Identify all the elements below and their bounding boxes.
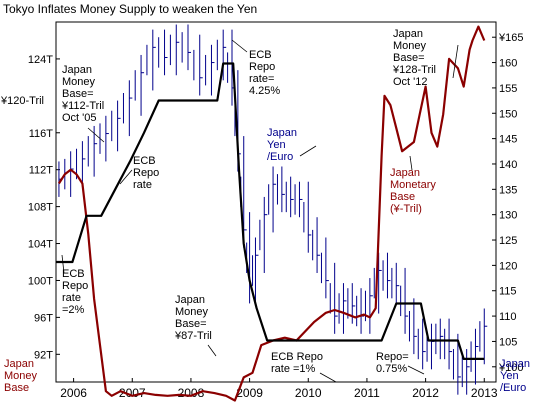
annotation-8-leader-0 <box>319 372 337 383</box>
annotation-1-line-2: rate= <box>249 73 274 85</box>
right-tick-label-6: 135 <box>499 184 517 196</box>
annotation-4-leader-0 <box>299 145 317 157</box>
right-tick-label-0: ¥165 <box>498 32 523 44</box>
annotation-9-line-1: 0.75% <box>376 363 407 375</box>
x-tick-label-2009: 2009 <box>236 386 263 400</box>
x-tick-label-2008: 2008 <box>178 386 205 400</box>
annotation-6-line-3: =2% <box>62 304 85 316</box>
annotation-2-line-4: Oct '12 <box>393 76 428 88</box>
annotation-2-line-2: Base= <box>393 52 425 64</box>
series-layer <box>56 25 486 402</box>
annotation-7-line-0: Japan <box>175 294 205 306</box>
right-tick-label-13: ¥100 <box>498 362 523 374</box>
annotation-0-leader-0 <box>87 127 105 143</box>
annotation-5-line-3: (¥-Tril) <box>390 203 422 215</box>
left-tick-label-2: 112T <box>29 165 54 177</box>
annotation-1-line-3: 4.25% <box>249 85 280 97</box>
annotation-1-leader-0 <box>231 39 248 53</box>
annotation-5-line-0: Japan <box>390 167 420 179</box>
right-tick-label-3: 150 <box>499 108 517 120</box>
annotation-2-line-0: Japan <box>393 28 423 40</box>
yen-euro-layer <box>58 24 488 395</box>
annotation-7-line-2: Base= <box>175 318 207 330</box>
annotation-3-line-0: ECB <box>133 155 156 167</box>
annotation-5-line-1: Monetary <box>390 179 436 191</box>
annotation-7-line-1: Money <box>175 306 209 318</box>
left-tick-label-6: 96T <box>34 312 53 324</box>
chart-title: Tokyo Inflates Money Supply to weaken th… <box>3 2 257 16</box>
x-tick-label-2012: 2012 <box>412 386 439 400</box>
annotation-0-line-1: Money <box>62 76 96 88</box>
annotation-0-line-2: Base= <box>62 88 94 100</box>
annotation-6-line-0: ECB <box>62 268 85 280</box>
annotation-8-line-1: rate =1% <box>271 363 316 375</box>
annotation-2-leader-0 <box>452 44 459 79</box>
annotation-0-line-0: Japan <box>62 64 92 76</box>
annotation-2-line-3: ¥128-Tril <box>392 64 436 76</box>
annotation-6-leader-0 <box>61 254 65 274</box>
annotation-4-line-2: /Euro <box>267 151 293 163</box>
annotation-4-line-0: Japan <box>267 127 297 139</box>
annotation-4-line-1: Yen <box>267 139 286 151</box>
tick-layer: 2006 2007 2008 2009 2010 2011 2012 2013 124T 116T… <box>28 32 524 400</box>
left-tick-label-5: 100T <box>28 275 53 287</box>
right-axis-label-line-1: Yen <box>500 370 519 382</box>
x-tick-label-2013: 2013 <box>471 386 498 400</box>
right-tick-label-7: 130 <box>499 210 517 222</box>
left-tick-label-7: 92T <box>34 349 53 361</box>
left-tick-label-3: 108T <box>28 202 53 214</box>
right-tick-label-11: 110 <box>499 311 517 323</box>
left-axis-label: ¥120-Tril <box>0 95 44 107</box>
ecb-repo-line <box>56 62 485 360</box>
annotation-10-line-1: Money <box>4 370 38 382</box>
plot-frame <box>55 21 497 383</box>
annotation-9-line-0: Repo= <box>376 351 409 363</box>
annotation-10-line-2: Base <box>4 382 29 394</box>
right-axis-label-line-2: /Euro <box>500 382 526 394</box>
x-tick-label-2006: 2006 <box>60 386 87 400</box>
annotation-7-leader-0 <box>207 344 217 357</box>
x-tick-label-2010: 2010 <box>295 386 322 400</box>
annotation-8-line-0: ECB Repo <box>271 351 323 363</box>
annotation-5-line-2: Base <box>390 191 415 203</box>
annotation-1-line-1: Repo <box>249 61 275 73</box>
right-tick-label-4: 145 <box>499 134 517 146</box>
right-tick-label-5: 140 <box>499 159 517 171</box>
annotation-0-line-4: Oct '05 <box>62 112 97 124</box>
right-tick-label-1: 160 <box>499 58 517 70</box>
annotation-5-leader-0 <box>409 155 413 171</box>
annotation-9-leader-0 <box>407 365 425 375</box>
annotation-0-line-3: ¥112-Tril <box>61 100 104 112</box>
annotation-3-line-2: rate <box>133 179 152 191</box>
annotation-2-line-1: Money <box>393 40 427 52</box>
annotation-6-line-1: Repo <box>62 280 88 292</box>
x-tick-label-2011: 2011 <box>354 386 380 400</box>
annotation-3-leader-0 <box>119 169 133 185</box>
right-axis-label-line-0: Japan <box>500 358 530 370</box>
annotation-7-line-3: ¥87-Tril <box>174 330 212 342</box>
annotation-6-line-2: rate <box>62 292 81 304</box>
money-base-line <box>57 25 486 402</box>
annotation-3-line-1: Repo <box>133 167 159 179</box>
right-tick-label-10: 115 <box>499 286 517 298</box>
right-tick-label-8: 125 <box>499 235 517 247</box>
right-tick-label-12: 105 <box>499 336 517 348</box>
annotation-1-line-0: ECB <box>249 49 272 61</box>
x-tick-label-2007: 2007 <box>119 386 146 400</box>
left-tick-label-4: 104T <box>28 239 53 251</box>
left-tick-label-0: 124T <box>28 54 53 66</box>
right-tick-label-2: 155 <box>499 83 517 95</box>
left-tick-label-1: 116T <box>29 128 54 140</box>
annotation-10-line-0: Japan <box>4 358 34 370</box>
right-tick-label-9: 120 <box>499 260 517 272</box>
